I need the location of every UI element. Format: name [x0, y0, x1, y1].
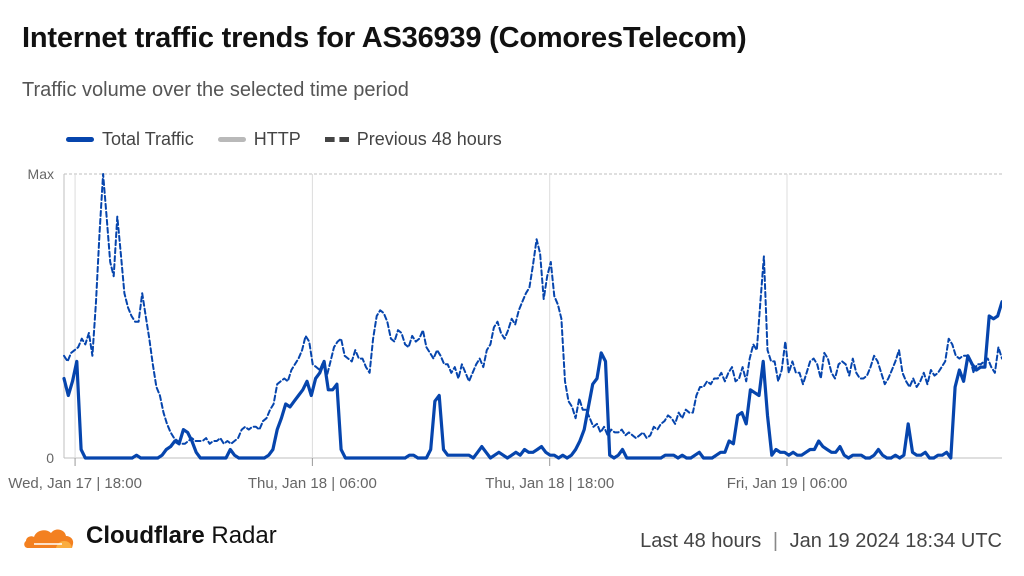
traffic-chart: Max 0 Wed, Jan 17 | 18:00 Thu, Jan 18 | 06… [8, 166, 1002, 492]
brand-name-bold: Cloudflare [86, 522, 205, 549]
legend-swatch-total-traffic [66, 137, 94, 142]
x-tick-label: Fri, Jan 19 | 06:00 [727, 475, 848, 492]
time-range-timestamp: Jan 19 2024 18:34 UTC [789, 530, 1002, 552]
x-tick-label: Wed, Jan 17 | 18:00 [8, 475, 142, 492]
x-axis-ticks: Wed, Jan 17 | 18:00 Thu, Jan 18 | 06:00 Th… [8, 458, 847, 492]
time-range-label: Last 48 hours [640, 530, 762, 552]
legend-swatch-previous-48-hours [324, 137, 349, 142]
legend-label-total-traffic: Total Traffic [102, 129, 194, 149]
x-tick-label: Thu, Jan 18 | 06:00 [248, 475, 377, 492]
cloudflare-cloud-icon [24, 529, 74, 548]
legend-item-total-traffic[interactable]: Total Traffic [66, 129, 194, 150]
time-range-info: Last 48 hours | Jan 19 2024 18:34 UTC [640, 530, 1002, 553]
chart-title: Internet traffic trends for AS36939 (Com… [22, 22, 747, 54]
legend-swatch-http [217, 137, 246, 142]
x-tick-label: Thu, Jan 18 | 18:00 [485, 475, 614, 492]
brand-name: Cloudflare Radar [86, 522, 277, 550]
series-line-total-traffic [62, 300, 1002, 460]
y-tick-label: Max [28, 166, 54, 182]
cloudflare-radar-logo: Cloudflare Radar [22, 521, 277, 551]
time-range-separator: | [772, 530, 779, 552]
legend-item-previous-48-hours[interactable]: Previous 48 hours [324, 129, 502, 150]
series-lines [62, 173, 1002, 460]
series-line-previous-48-hours [63, 173, 1002, 445]
y-tick-label: 0 [46, 450, 54, 466]
chart-subtitle: Traffic volume over the selected time pe… [22, 79, 409, 101]
y-axis-ticks: Max 0 [28, 166, 55, 466]
brand-name-regular: Radar [204, 522, 277, 549]
legend-label-http: HTTP [253, 129, 301, 149]
legend-label-previous-48-hours: Previous 48 hours [356, 129, 502, 149]
chart-legend: Total Traffic HTTP Previous 48 hours [66, 129, 526, 150]
chart-grid [63, 173, 1002, 459]
legend-item-http[interactable]: HTTP [217, 129, 301, 150]
